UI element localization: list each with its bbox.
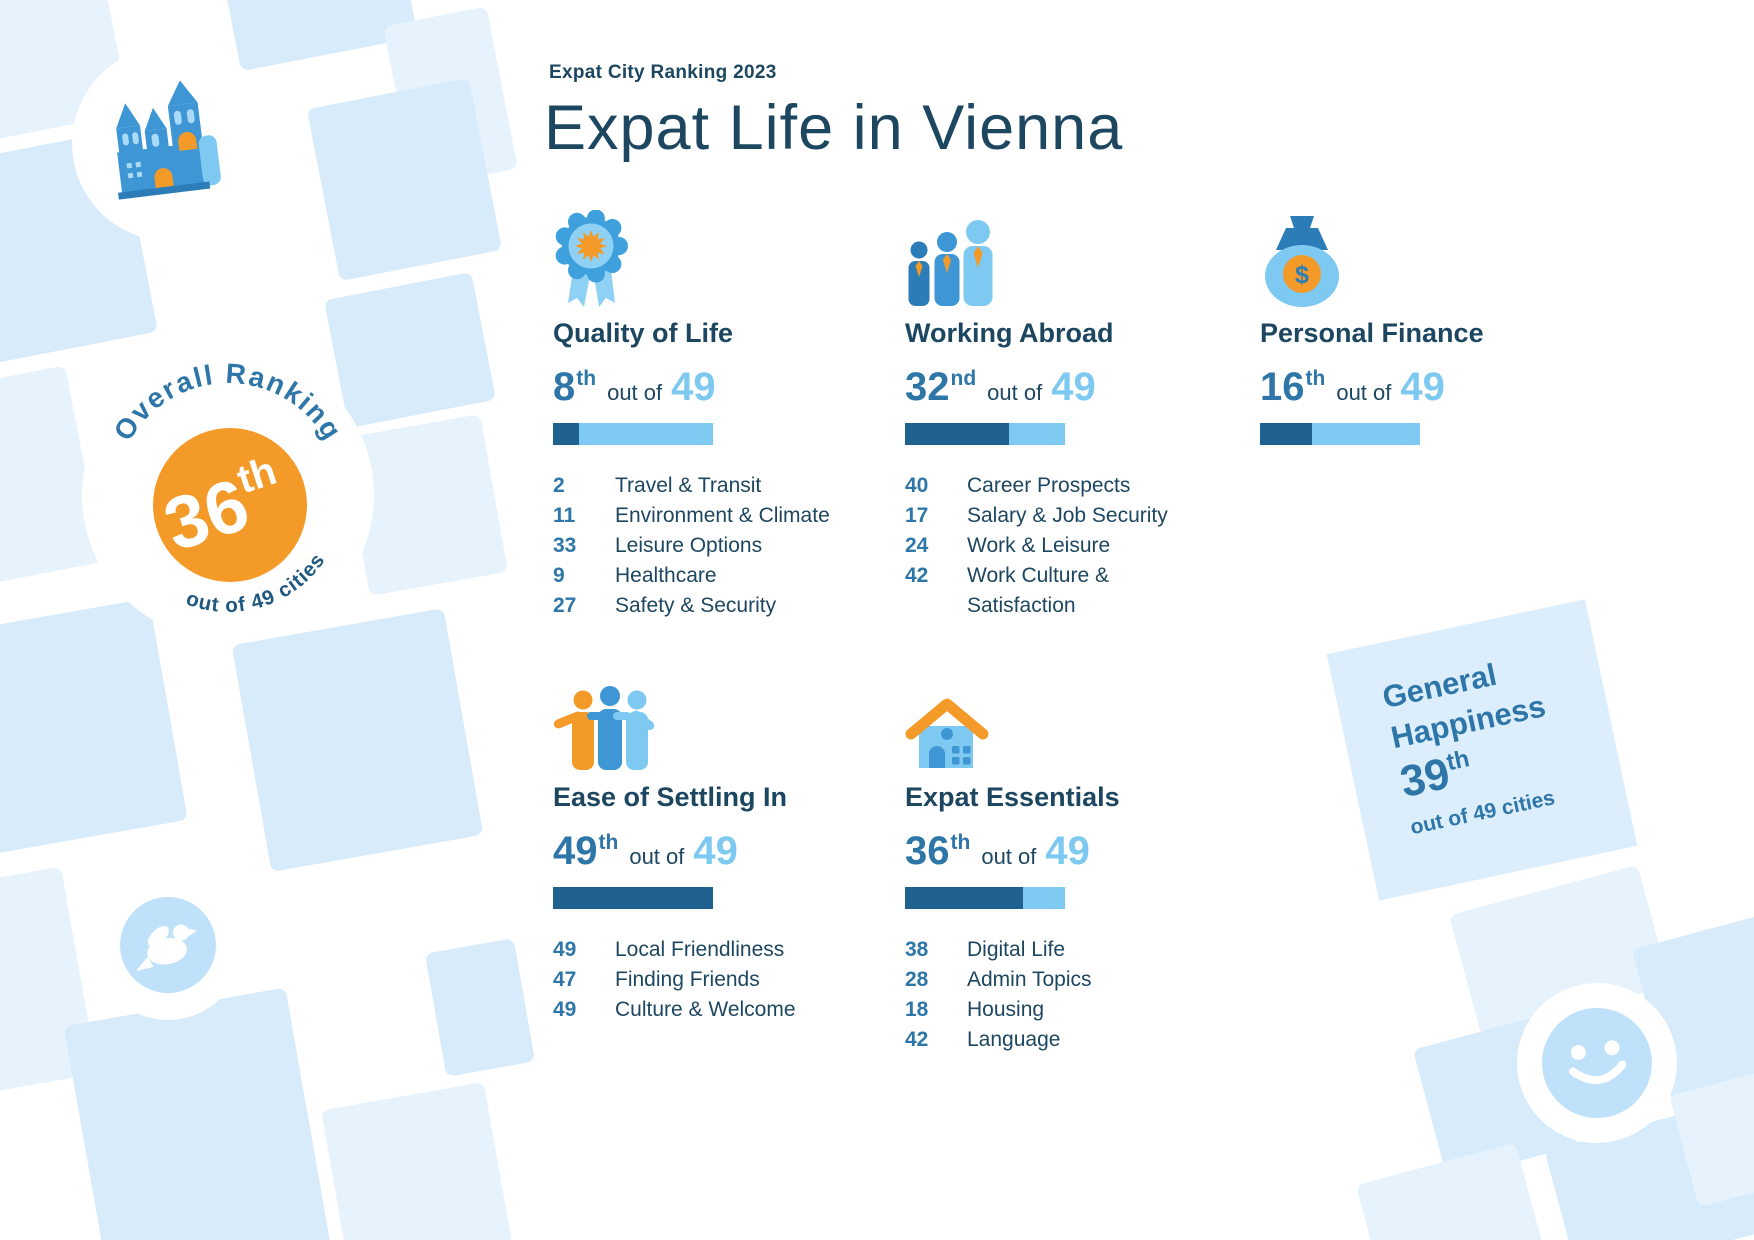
subcategory-row: 38 Digital Life: [905, 938, 1066, 961]
subcategory-row: 33 Leisure Options: [553, 534, 763, 557]
rank-bar: [905, 887, 1065, 909]
subcategory-row: 9 Healthcare: [553, 564, 717, 587]
subcategory-row: 28 Admin Topics: [905, 968, 1092, 991]
svg-text:$: $: [1295, 261, 1309, 289]
rosette-award-icon: [553, 210, 888, 310]
category-title: Quality of Life: [553, 318, 734, 348]
category-rank-line: 8thout of 49: [553, 365, 716, 409]
rank-bar: [553, 887, 713, 909]
subcategory-row: 42 Work Culture & Satisfaction: [905, 564, 1109, 617]
subcategory-row: 40 Career Prospects: [905, 474, 1131, 497]
rank-bar-fill: [905, 423, 1010, 445]
subcategory-list: 38 Digital Life 28 Admin Topics 18 Housing …: [905, 935, 1240, 1055]
page-title: Expat Life in Vienna: [544, 93, 1124, 163]
category-rank-line: 49thout of 49: [553, 829, 738, 873]
rank-bar: [905, 423, 1065, 445]
category-title: Ease of Settling In: [553, 782, 788, 812]
subcategory-row: 49 Local Friendliness: [553, 938, 785, 961]
category-title: Working Abroad: [905, 318, 1114, 348]
rank-bar-fill: [1260, 423, 1313, 445]
house-icon: [905, 676, 1240, 774]
category-working-abroad: Working Abroad 32ndout of 49 40 Career Pro…: [905, 212, 1240, 621]
category-rank-line: 16thout of 49: [1260, 365, 1445, 409]
subcategory-row: 49 Culture & Welcome: [553, 998, 796, 1021]
subcategory-row: 24 Work & Leisure: [905, 534, 1111, 557]
category-ease-of-settling-in: Ease of Settling In 49thout of 49 49 Local…: [553, 676, 888, 1025]
smiley-circle: [1542, 1008, 1652, 1118]
castle-roundabout: [72, 46, 267, 241]
subcategory-list: 40 Career Prospects 17 Salary & Job Securi…: [905, 471, 1240, 621]
category-quality-of-life: Quality of Life 8thout of 49 2 Travel & Tr…: [553, 210, 888, 621]
report-eyebrow: Expat City Ranking 2023: [549, 62, 777, 83]
subcategory-row: 42 Language: [905, 1028, 1061, 1051]
subcategory-row: 17 Salary & Job Security: [905, 504, 1168, 527]
rank-bar: [553, 423, 713, 445]
subcategory-row: 2 Travel & Transit: [553, 474, 762, 497]
rank-bar-fill: [553, 887, 713, 909]
category-title: Personal Finance: [1260, 318, 1484, 348]
subcategory-row: 18 Housing: [905, 998, 1045, 1021]
category-title: Expat Essentials: [905, 782, 1120, 812]
subcategory-list: 49 Local Friendliness 47 Finding Friends 4…: [553, 935, 888, 1025]
rank-bar: [1260, 423, 1420, 445]
category-personal-finance: $ Personal Finance 16thout of 49: [1260, 212, 1595, 471]
subcategory-row: 27 Safety & Security: [553, 594, 777, 617]
subcategory-row: 11 Environment & Climate: [553, 504, 830, 527]
overall-ranking-medallion: Overall Ranking 36th out of 49 cities: [82, 349, 374, 641]
subcategory-list: 2 Travel & Transit 11 Environment & Climat…: [553, 471, 888, 621]
category-rank-line: 36thout of 49: [905, 829, 1090, 873]
subcategory-row: 47 Finding Friends: [553, 968, 760, 991]
category-rank-line: 32ndout of 49: [905, 365, 1096, 409]
smiley-face-icon: [1568, 1040, 1627, 1084]
category-expat-essentials: Expat Essentials 36thout of 49 38 Digital …: [905, 676, 1240, 1055]
friends-hugging-icon: [553, 676, 888, 774]
castle-icon: [116, 80, 221, 200]
rank-bar-fill: [905, 887, 1023, 909]
business-people-icon: [905, 212, 1240, 310]
rank-bar-fill: [553, 423, 580, 445]
dove-icon: [136, 924, 197, 971]
money-bag-icon: $: [1260, 212, 1595, 310]
